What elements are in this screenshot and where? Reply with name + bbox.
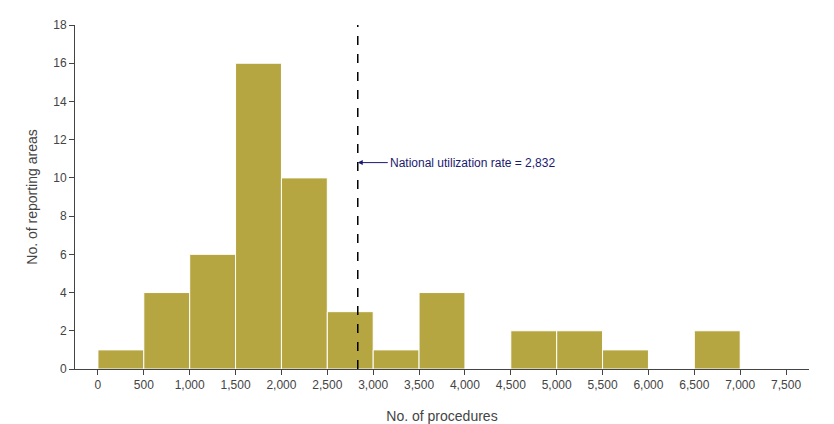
svg-text:No. of reporting areas: No. of reporting areas	[24, 129, 40, 264]
svg-text:16: 16	[53, 56, 67, 70]
svg-text:8: 8	[60, 209, 67, 223]
svg-text:0: 0	[95, 378, 102, 392]
svg-text:10: 10	[53, 171, 67, 185]
svg-text:18: 18	[53, 18, 67, 32]
svg-text:1,500: 1,500	[221, 378, 251, 392]
svg-text:2,500: 2,500	[312, 378, 342, 392]
svg-text:3,000: 3,000	[358, 378, 388, 392]
svg-text:1,000: 1,000	[175, 378, 205, 392]
svg-text:14: 14	[53, 95, 67, 109]
svg-text:6,500: 6,500	[679, 378, 709, 392]
svg-text:No. of procedures: No. of procedures	[386, 408, 497, 424]
svg-text:2,000: 2,000	[266, 378, 296, 392]
svg-text:0: 0	[60, 362, 67, 376]
svg-text:4,500: 4,500	[496, 378, 526, 392]
svg-text:2: 2	[60, 324, 67, 338]
svg-text:National utilization rate = 2,: National utilization rate = 2,832	[390, 156, 555, 170]
svg-text:4,000: 4,000	[450, 378, 480, 392]
svg-text:12: 12	[53, 133, 67, 147]
svg-text:500: 500	[134, 378, 154, 392]
svg-text:7,000: 7,000	[725, 378, 755, 392]
svg-text:6: 6	[60, 248, 67, 262]
svg-text:5,500: 5,500	[588, 378, 618, 392]
svg-text:3,500: 3,500	[404, 378, 434, 392]
svg-text:5,000: 5,000	[542, 378, 572, 392]
svg-text:7,500: 7,500	[771, 378, 801, 392]
svg-text:6,000: 6,000	[633, 378, 663, 392]
svg-text:4: 4	[60, 286, 67, 300]
